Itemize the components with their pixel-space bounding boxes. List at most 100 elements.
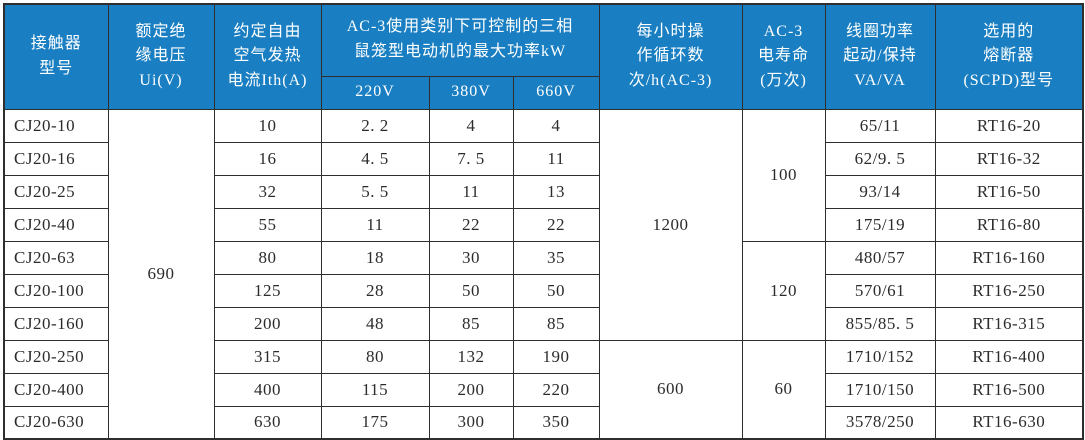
cell-p380: 50 [428,273,514,308]
cell-cycles: 600 [598,339,743,440]
table-body: CJ20-10 690 10 2. 2 4 4 1200 100 65/11 R… [3,108,1084,440]
cell-model: CJ20-100 [3,273,109,308]
table-header: 接触器 型号 额定绝 缘电压 Ui(V) 约定自由 空气发热 电流Ith(A) … [3,3,1084,110]
cell-coil: 1710/150 [824,372,936,407]
cell-model: CJ20-630 [3,405,109,440]
header-cycles-per-hour: 每小时操 作循环数 次/h(AC-3) [598,3,743,110]
cell-p220: 18 [320,240,430,275]
cell-fuse: RT16-250 [934,273,1084,308]
table-row: CJ20-25 32 5. 5 11 13 93/14 RT16-50 [3,174,1084,209]
table-row: CJ20-400 400 115 200 220 1710/150 RT16-5… [3,372,1084,407]
cell-fuse: RT16-315 [934,306,1084,341]
cell-p660: 11 [512,141,600,176]
cell-p220: 48 [320,306,430,341]
cell-p660: 350 [512,405,600,440]
cell-p220: 28 [320,273,430,308]
cell-p660: 50 [512,273,600,308]
cell-fuse: RT16-400 [934,339,1084,374]
cell-model: CJ20-63 [3,240,109,275]
cell-fuse: RT16-80 [934,207,1084,242]
cell-p660: 35 [512,240,600,275]
cell-p220: 175 [320,405,430,440]
cell-fuse: RT16-32 [934,141,1084,176]
cell-coil: 1710/152 [824,339,936,374]
header-fuse: 选用的 熔断器 (SCPD)型号 [934,3,1084,110]
cell-model: CJ20-250 [3,339,109,374]
cell-p380: 11 [428,174,514,209]
cell-coil: 62/9. 5 [824,141,936,176]
cell-p660: 22 [512,207,600,242]
cell-ith: 16 [213,141,322,176]
cell-ith: 32 [213,174,322,209]
cell-p220: 80 [320,339,430,374]
cell-model: CJ20-160 [3,306,109,341]
cell-ith: 125 [213,273,322,308]
table-row: CJ20-16 16 4. 5 7. 5 11 62/9. 5 RT16-32 [3,141,1084,176]
contactor-spec-table: 接触器 型号 额定绝 缘电压 Ui(V) 约定自由 空气发热 电流Ith(A) … [3,3,1085,440]
cell-p380: 85 [428,306,514,341]
header-insulation-voltage: 额定绝 缘电压 Ui(V) [107,3,215,110]
cell-coil: 93/14 [824,174,936,209]
cell-ui: 690 [107,108,215,440]
cell-p380: 300 [428,405,514,440]
cell-model: CJ20-25 [3,174,109,209]
cell-coil: 3578/250 [824,405,936,440]
cell-ith: 80 [213,240,322,275]
cell-fuse: RT16-50 [934,174,1084,209]
cell-coil: 65/11 [824,108,936,143]
cell-life: 60 [741,339,826,440]
header-voltage-660: 660V [512,75,600,110]
cell-cycles: 1200 [598,108,743,341]
cell-life: 100 [741,108,826,242]
cell-p380: 200 [428,372,514,407]
cell-fuse: RT16-630 [934,405,1084,440]
cell-p380: 30 [428,240,514,275]
cell-coil: 570/61 [824,273,936,308]
cell-p660: 190 [512,339,600,374]
cell-model: CJ20-10 [3,108,109,143]
header-electrical-life: AC-3 电寿命 (万次) [741,3,826,110]
cell-fuse: RT16-20 [934,108,1084,143]
cell-life: 120 [741,240,826,341]
cell-fuse: RT16-500 [934,372,1084,407]
header-model: 接触器 型号 [3,3,109,110]
header-coil-power: 线圈功率 起动/保持 VA/VA [824,3,936,110]
header-thermal-current: 约定自由 空气发热 电流Ith(A) [213,3,322,110]
cell-fuse: RT16-160 [934,240,1084,275]
cell-p660: 85 [512,306,600,341]
cell-p220: 4. 5 [320,141,430,176]
cell-p380: 7. 5 [428,141,514,176]
cell-ith: 10 [213,108,322,143]
header-voltage-220: 220V [320,75,430,110]
cell-ith: 200 [213,306,322,341]
header-voltage-380: 380V [428,75,514,110]
cell-coil: 855/85. 5 [824,306,936,341]
cell-p660: 220 [512,372,600,407]
cell-model: CJ20-40 [3,207,109,242]
table-row: CJ20-100 125 28 50 50 570/61 RT16-250 [3,273,1084,308]
header-row-voltages: 220V 380V 660V [4,75,1083,110]
header-row-top: 接触器 型号 额定绝 缘电压 Ui(V) 约定自由 空气发热 电流Ith(A) … [3,3,1084,110]
cell-ith: 55 [213,207,322,242]
cell-p660: 4 [512,108,600,143]
cell-model: CJ20-400 [3,372,109,407]
table-row: CJ20-250 315 80 132 190 600 60 1710/152 … [3,339,1084,440]
cell-coil: 175/19 [824,207,936,242]
cell-p220: 115 [320,372,430,407]
cell-p660: 13 [512,174,600,209]
cell-p220: 11 [320,207,430,242]
header-ac3-power-group: AC-3使用类别下可控制的三相 鼠笼型电动机的最大功率kW [320,3,600,77]
cell-ith: 315 [213,339,322,374]
table-row: CJ20-10 690 10 2. 2 4 4 1200 100 65/11 R… [3,108,1084,440]
table-row: CJ20-630 630 175 300 350 3578/250 RT16-6… [3,405,1084,440]
cell-model: CJ20-16 [3,141,109,176]
cell-p380: 22 [428,207,514,242]
cell-p380: 4 [428,108,514,143]
table-row: CJ20-40 55 11 22 22 175/19 RT16-80 [3,207,1084,242]
cell-p220: 5. 5 [320,174,430,209]
cell-ith: 630 [213,405,322,440]
cell-coil: 480/57 [824,240,936,275]
cell-ith: 400 [213,372,322,407]
cell-p380: 132 [428,339,514,374]
